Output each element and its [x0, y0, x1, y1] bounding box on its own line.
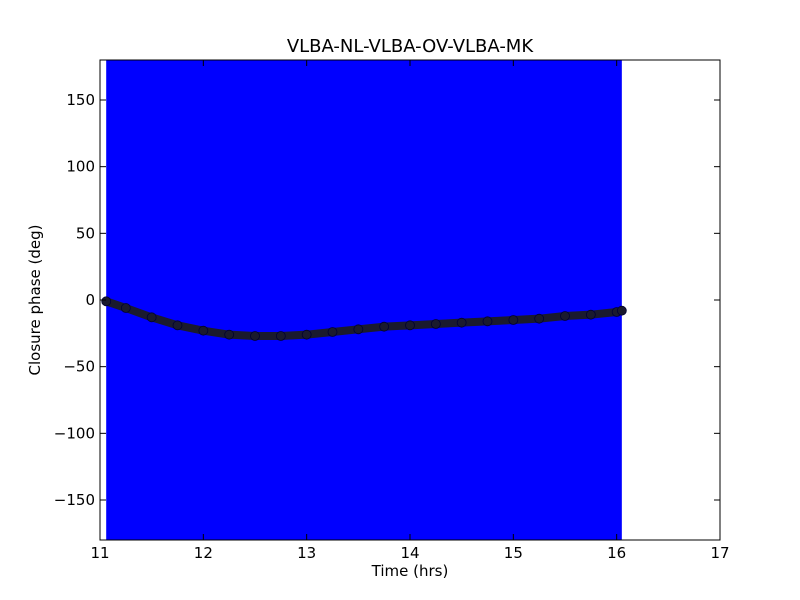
- x-tick-label: 15: [504, 544, 523, 562]
- shaded-band: [106, 60, 622, 540]
- series-layer: [101, 296, 627, 341]
- data-point: [430, 319, 441, 329]
- data-point: [275, 331, 286, 341]
- y-tick-label: 50: [76, 224, 95, 242]
- shaded-band-layer: [106, 60, 622, 540]
- data-point: [482, 316, 493, 327]
- chart-title: VLBA-NL-VLBA-OV-VLBA-MK: [287, 36, 535, 57]
- data-point: [250, 331, 260, 341]
- y-tick-label: 100: [66, 158, 95, 176]
- y-tick-label: 0: [85, 291, 95, 309]
- data-point: [172, 320, 183, 331]
- x-tick-label: 11: [90, 544, 109, 562]
- y-axis-label: Closure phase (deg): [26, 225, 44, 376]
- x-tick-label: 13: [297, 544, 316, 562]
- x-tick-label: 16: [607, 544, 626, 562]
- data-point: [101, 296, 112, 307]
- data-point: [120, 303, 131, 313]
- y-tick-label: 150: [66, 91, 95, 109]
- data-point: [146, 312, 157, 323]
- y-tick-label: −100: [54, 424, 95, 442]
- x-axis-label: Time (hrs): [371, 562, 449, 580]
- y-tick-label: −50: [63, 358, 95, 376]
- series-trace: [102, 297, 626, 340]
- data-point: [224, 329, 235, 340]
- data-point: [405, 320, 415, 331]
- x-tick-label: 14: [400, 544, 419, 562]
- data-point: [198, 325, 209, 336]
- data-point: [379, 321, 390, 332]
- data-point: [616, 305, 627, 316]
- x-tick-label: 17: [710, 544, 729, 562]
- y-tick-label: −150: [54, 491, 95, 509]
- data-point: [508, 315, 519, 325]
- x-tick-label: 12: [194, 544, 213, 562]
- data-point: [327, 327, 338, 337]
- data-point: [534, 313, 545, 324]
- tick-layer: 11 12 13 14 15 16 17 150 100 50 0 −50 −100 −150: [54, 60, 730, 562]
- data-point: [585, 309, 596, 320]
- data-point: [560, 311, 570, 321]
- data-point: [353, 324, 364, 335]
- data-point: [301, 329, 312, 340]
- data-point: [456, 317, 467, 328]
